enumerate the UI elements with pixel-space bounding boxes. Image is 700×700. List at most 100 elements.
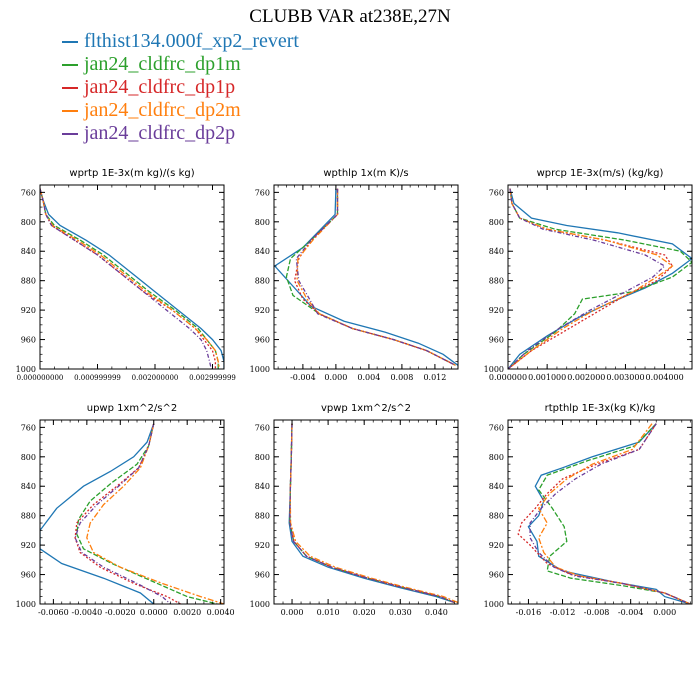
y-tick-label: 960: [489, 571, 504, 580]
y-tick-label: 760: [489, 188, 504, 197]
plot-frame: [273, 184, 459, 370]
subplot-5: vpwp 1xm^2/s^2 760 800 840 880 920 960 1000 0.00…: [250, 403, 459, 617]
y-tick-label: 1000: [16, 600, 36, 609]
x-tick-label: -0.004: [290, 373, 316, 382]
plot-frame: [507, 419, 693, 605]
legend-item: flthist134.000f_xp2_revert: [62, 30, 299, 53]
series-line: [40, 188, 221, 369]
y-tick-label: 800: [489, 218, 504, 227]
y-tick-label: 920: [21, 306, 36, 315]
series-line: [86, 423, 224, 604]
y-tick-label: 760: [489, 423, 504, 432]
series-line: [537, 423, 691, 604]
series-line: [289, 423, 458, 604]
x-tick-label: -0.016: [516, 608, 542, 617]
y-tick-label: 840: [489, 247, 504, 256]
series-line: [293, 188, 456, 366]
x-tick-label: -0.012: [550, 608, 576, 617]
y-tick-label: 960: [21, 571, 36, 580]
y-tick-label: 920: [489, 541, 504, 550]
y-tick-label: 800: [489, 453, 504, 462]
plot-frame: [507, 184, 693, 370]
y-tick-label: 880: [255, 277, 270, 286]
legend-item: jan24_cldfrc_dp2m: [62, 99, 299, 122]
series-line: [529, 423, 691, 604]
y-tick-label: 920: [255, 306, 270, 315]
x-tick-label: -0.0060: [38, 608, 69, 617]
series-line: [274, 188, 458, 366]
legend-item: jan24_cldfrc_dp2p: [62, 122, 299, 145]
subplot-4: upwp 1xm^2/s^27608008408809209601000-0.0…: [16, 403, 235, 617]
y-tick-label: 920: [489, 306, 504, 315]
x-tick-label: 0.002999999: [189, 374, 236, 382]
series-line: [74, 423, 181, 604]
y-tick-label: 960: [489, 336, 504, 345]
series-line: [508, 188, 666, 369]
series-line: [289, 423, 455, 604]
legend-swatch: [62, 86, 78, 89]
y-tick-label: 880: [255, 512, 270, 521]
x-tick-label: -0.0020: [105, 608, 136, 617]
series-line: [289, 423, 455, 604]
legend-label: jan24_cldfrc_dp2m: [84, 99, 241, 121]
y-tick-label: 1000: [484, 365, 504, 374]
legend-swatch: [62, 63, 78, 66]
y-tick-label: 880: [21, 512, 36, 521]
subplot-title: rtpthlp 1E-3x(kg K)/kg: [545, 403, 656, 414]
subplot-2: wpthlp 1x(m K)/s 760 800 840 880 920 960 1000 -0…: [250, 168, 459, 382]
y-tick-label: 840: [489, 482, 504, 491]
series-line: [508, 188, 692, 369]
y-tick-label: 840: [21, 247, 36, 256]
y-tick-label: 760: [255, 423, 270, 432]
series-line: [508, 188, 692, 369]
y-tick-label: 1000: [250, 365, 270, 374]
y-tick-label: 960: [255, 571, 270, 580]
x-tick-label: 0.040: [425, 608, 448, 617]
y-tick-label: 1000: [250, 600, 270, 609]
x-tick-label: -0.0040: [71, 608, 102, 617]
subplot-3: wprcp 1E-3x(m/s) (kg/kg) 760 800 840 880 920 9…: [484, 168, 693, 382]
y-tick-label: 800: [21, 218, 36, 227]
legend-label: flthist134.000f_xp2_revert: [84, 30, 299, 52]
series-line: [289, 423, 455, 604]
series-line: [285, 188, 456, 366]
page-title: CLUBB VAR at238E,27N: [249, 6, 451, 27]
legend-label: jan24_cldfrc_dp1p: [84, 76, 236, 98]
x-tick-label: 0.002000000: [132, 374, 179, 382]
y-tick-label: 840: [21, 482, 36, 491]
legend-swatch: [62, 132, 78, 135]
y-tick-label: 1000: [16, 365, 36, 374]
x-tick-label: 0.008: [390, 373, 413, 382]
series-line: [40, 188, 224, 369]
legend-label: jan24_cldfrc_dp1m: [84, 53, 241, 75]
series-line: [296, 188, 456, 366]
subplot-6: rtpthlp 1E-3x(kg K)/kg 760 800 840 880 920 960…: [484, 403, 693, 617]
y-tick-label: 760: [21, 188, 36, 197]
legend-swatch: [62, 109, 78, 112]
plot-frame: [39, 419, 225, 605]
x-tick-label: -0.008: [584, 608, 610, 617]
subplot-title: wprcp 1E-3x(m/s) (kg/kg): [537, 168, 664, 179]
series-line: [40, 188, 219, 369]
series-line: [40, 188, 217, 369]
series-line: [76, 423, 218, 604]
x-tick-label: -0.004: [618, 608, 644, 617]
y-tick-label: 880: [21, 277, 36, 286]
x-tick-label: 0.012: [423, 373, 446, 382]
y-tick-label: 960: [21, 336, 36, 345]
series-line: [527, 423, 691, 604]
y-tick-label: 880: [489, 277, 504, 286]
series-line: [508, 188, 674, 369]
y-tick-label: 1000: [484, 600, 504, 609]
x-tick-label: 0.0000: [140, 608, 168, 617]
x-tick-label: 0.020: [353, 608, 376, 617]
x-tick-label: 0.000999999: [74, 374, 121, 382]
series-line: [288, 423, 455, 604]
x-tick-label: 0.000000: [489, 373, 527, 382]
plot-frame: [39, 184, 225, 370]
y-tick-label: 880: [489, 512, 504, 521]
series-line: [295, 188, 456, 366]
y-tick-label: 920: [255, 541, 270, 550]
x-tick-label: 0.010: [317, 608, 340, 617]
